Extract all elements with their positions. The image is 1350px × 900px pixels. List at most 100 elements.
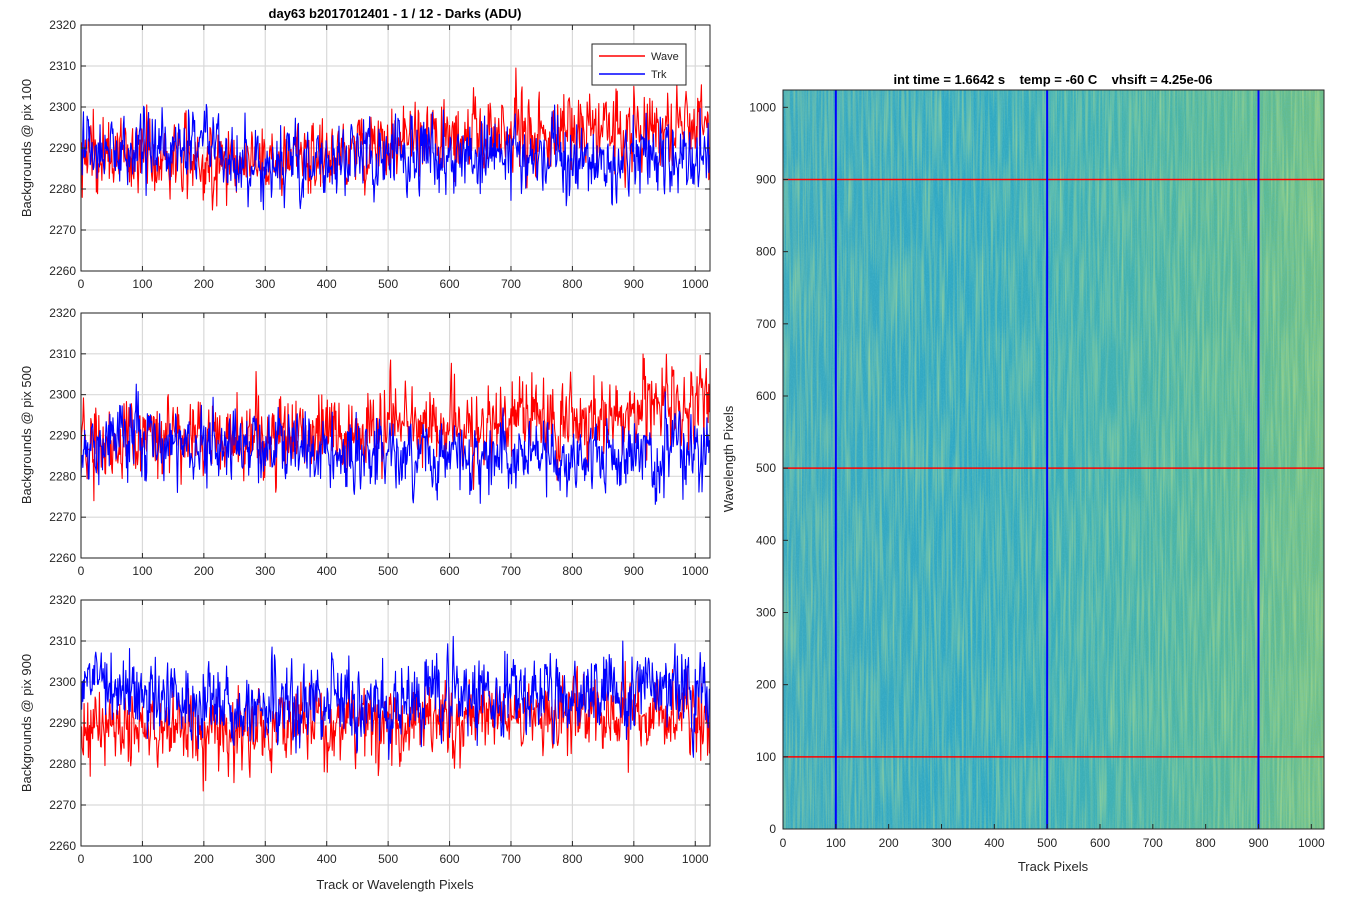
- x-tick-label: 400: [317, 852, 337, 866]
- legend: Wave Trk: [591, 43, 687, 86]
- x-tick-label: 200: [194, 277, 214, 291]
- heatmap-y-tick-label: 700: [756, 317, 776, 331]
- y-tick-label: 2260: [49, 839, 76, 853]
- heatmap-y-tick-label: 500: [756, 461, 776, 475]
- y-tick-label: 2320: [49, 18, 76, 32]
- heatmap-y-tick-label: 900: [756, 172, 776, 186]
- heatmap-x-tick-label: 400: [984, 836, 1004, 850]
- heatmap-x-tick-label: 500: [1037, 836, 1057, 850]
- heatmap-image: [783, 90, 1324, 829]
- x-tick-label: 500: [378, 564, 398, 578]
- y-tick-label: 2260: [49, 551, 76, 565]
- heatmap-y-tick-label: 400: [756, 533, 776, 547]
- heatmap-x-axis-label: Track Pixels: [1018, 859, 1089, 874]
- heatmap-y-tick-label: 200: [756, 678, 776, 692]
- heatmap-x-tick-label: 700: [1143, 836, 1163, 850]
- x-tick-label: 700: [501, 564, 521, 578]
- legend-label-trk: Trk: [651, 69, 667, 81]
- x-tick-label: 200: [194, 852, 214, 866]
- x-tick-label: 1000: [682, 277, 709, 291]
- heatmap-y-tick-label: 1000: [749, 100, 776, 114]
- y-axis-label: Backgrounds @ pix 900: [19, 654, 34, 792]
- legend-box: [591, 43, 687, 86]
- ticks: 0 100 200 300 400 500 600 700 800 900 1000 2260 2270…: [49, 18, 710, 291]
- x-axis-label: Track or Wavelength Pixels: [316, 877, 474, 892]
- heatmap-y-tick-label: 100: [756, 750, 776, 764]
- x-tick-label: 600: [440, 564, 460, 578]
- x-tick-label: 800: [562, 564, 582, 578]
- y-tick-label: 2290: [49, 716, 76, 730]
- heatmap-x-tick-label: 1000: [1298, 836, 1325, 850]
- figure-title: day63 b2017012401 - 1 / 12 - Darks (ADU): [269, 6, 522, 21]
- x-tick-label: 0: [78, 564, 85, 578]
- y-tick-label: 2260: [49, 264, 76, 278]
- heatmap-x-tick-label: 100: [826, 836, 846, 850]
- x-tick-label: 800: [562, 852, 582, 866]
- heatmap-x-tick-label: 600: [1090, 836, 1110, 850]
- x-tick-label: 900: [624, 277, 644, 291]
- x-tick-label: 900: [624, 852, 644, 866]
- ticks: 0 100 200 300 400 500 600 700 800 900 1000 2260 2270…: [49, 593, 710, 866]
- heatmap-x-tick-label: 300: [931, 836, 951, 850]
- y-axis-label: Backgrounds @ pix 500: [19, 366, 34, 504]
- x-tick-label: 500: [378, 277, 398, 291]
- x-tick-label: 300: [255, 852, 275, 866]
- line-panel-3: 0 100 200 300 400 500 600 700 800 900 1000 2260 2270…: [19, 593, 711, 892]
- heatmap-x-tick-label: 0: [780, 836, 787, 850]
- x-tick-label: 600: [440, 277, 460, 291]
- x-tick-label: 900: [624, 564, 644, 578]
- x-tick-label: 700: [501, 852, 521, 866]
- y-tick-label: 2300: [49, 675, 76, 689]
- y-tick-label: 2270: [49, 510, 76, 524]
- heatmap-x-tick-label: 800: [1196, 836, 1216, 850]
- x-tick-label: 1000: [682, 852, 709, 866]
- y-tick-label: 2280: [49, 757, 76, 771]
- x-tick-label: 400: [317, 277, 337, 291]
- x-tick-label: 100: [132, 852, 152, 866]
- y-tick-label: 2290: [49, 141, 76, 155]
- heatmap-ticks: 0 100 200 300 400 500 600 700 800 900 1000 0 100 200 3…: [749, 100, 1325, 850]
- series-group: [81, 353, 710, 505]
- series-line-trk: [81, 635, 710, 761]
- y-tick-label: 2280: [49, 469, 76, 483]
- legend-label-wave: Wave: [651, 51, 679, 63]
- heatmap-y-axis-label: Wavelength Pixels: [721, 405, 736, 512]
- y-tick-label: 2320: [49, 593, 76, 607]
- line-panel-1: 0 100 200 300 400 500 600 700 800 900 1000 2260 2270…: [19, 18, 711, 291]
- x-tick-label: 0: [78, 852, 85, 866]
- series-group: [81, 67, 710, 211]
- y-tick-label: 2320: [49, 306, 76, 320]
- series-line-trk: [81, 383, 710, 505]
- x-tick-label: 400: [317, 564, 337, 578]
- x-tick-label: 300: [255, 277, 275, 291]
- y-tick-label: 2300: [49, 100, 76, 114]
- heatmap-title: int time = 1.6642 s temp = -60 C vhsift …: [893, 72, 1212, 87]
- y-tick-label: 2270: [49, 223, 76, 237]
- heatmap-y-tick-label: 0: [769, 822, 776, 836]
- line-panel-2: 0 100 200 300 400 500 600 700 800 900 1000 2260 2270…: [19, 306, 711, 578]
- series-line-trk: [81, 103, 710, 211]
- series-group: [81, 635, 710, 792]
- x-tick-label: 1000: [682, 564, 709, 578]
- heatmap-marker-lines: [783, 90, 1324, 829]
- x-tick-label: 800: [562, 277, 582, 291]
- y-axis-label: Backgrounds @ pix 100: [19, 79, 34, 217]
- heatmap-x-tick-label: 200: [879, 836, 899, 850]
- x-tick-label: 200: [194, 564, 214, 578]
- heatmap-grain: [783, 90, 1324, 829]
- ticks: 0 100 200 300 400 500 600 700 800 900 1000 2260 2270…: [49, 306, 710, 578]
- x-tick-label: 100: [132, 277, 152, 291]
- y-tick-label: 2280: [49, 182, 76, 196]
- heatmap-x-tick-label: 900: [1248, 836, 1268, 850]
- heatmap-panel: int time = 1.6642 s temp = -60 C vhsift …: [721, 72, 1325, 874]
- x-tick-label: 500: [378, 852, 398, 866]
- y-tick-label: 2310: [49, 59, 76, 73]
- x-tick-label: 700: [501, 277, 521, 291]
- heatmap-y-tick-label: 300: [756, 605, 776, 619]
- y-tick-label: 2310: [49, 347, 76, 361]
- y-tick-label: 2270: [49, 798, 76, 812]
- x-tick-label: 100: [132, 564, 152, 578]
- x-tick-label: 0: [78, 277, 85, 291]
- x-tick-label: 300: [255, 564, 275, 578]
